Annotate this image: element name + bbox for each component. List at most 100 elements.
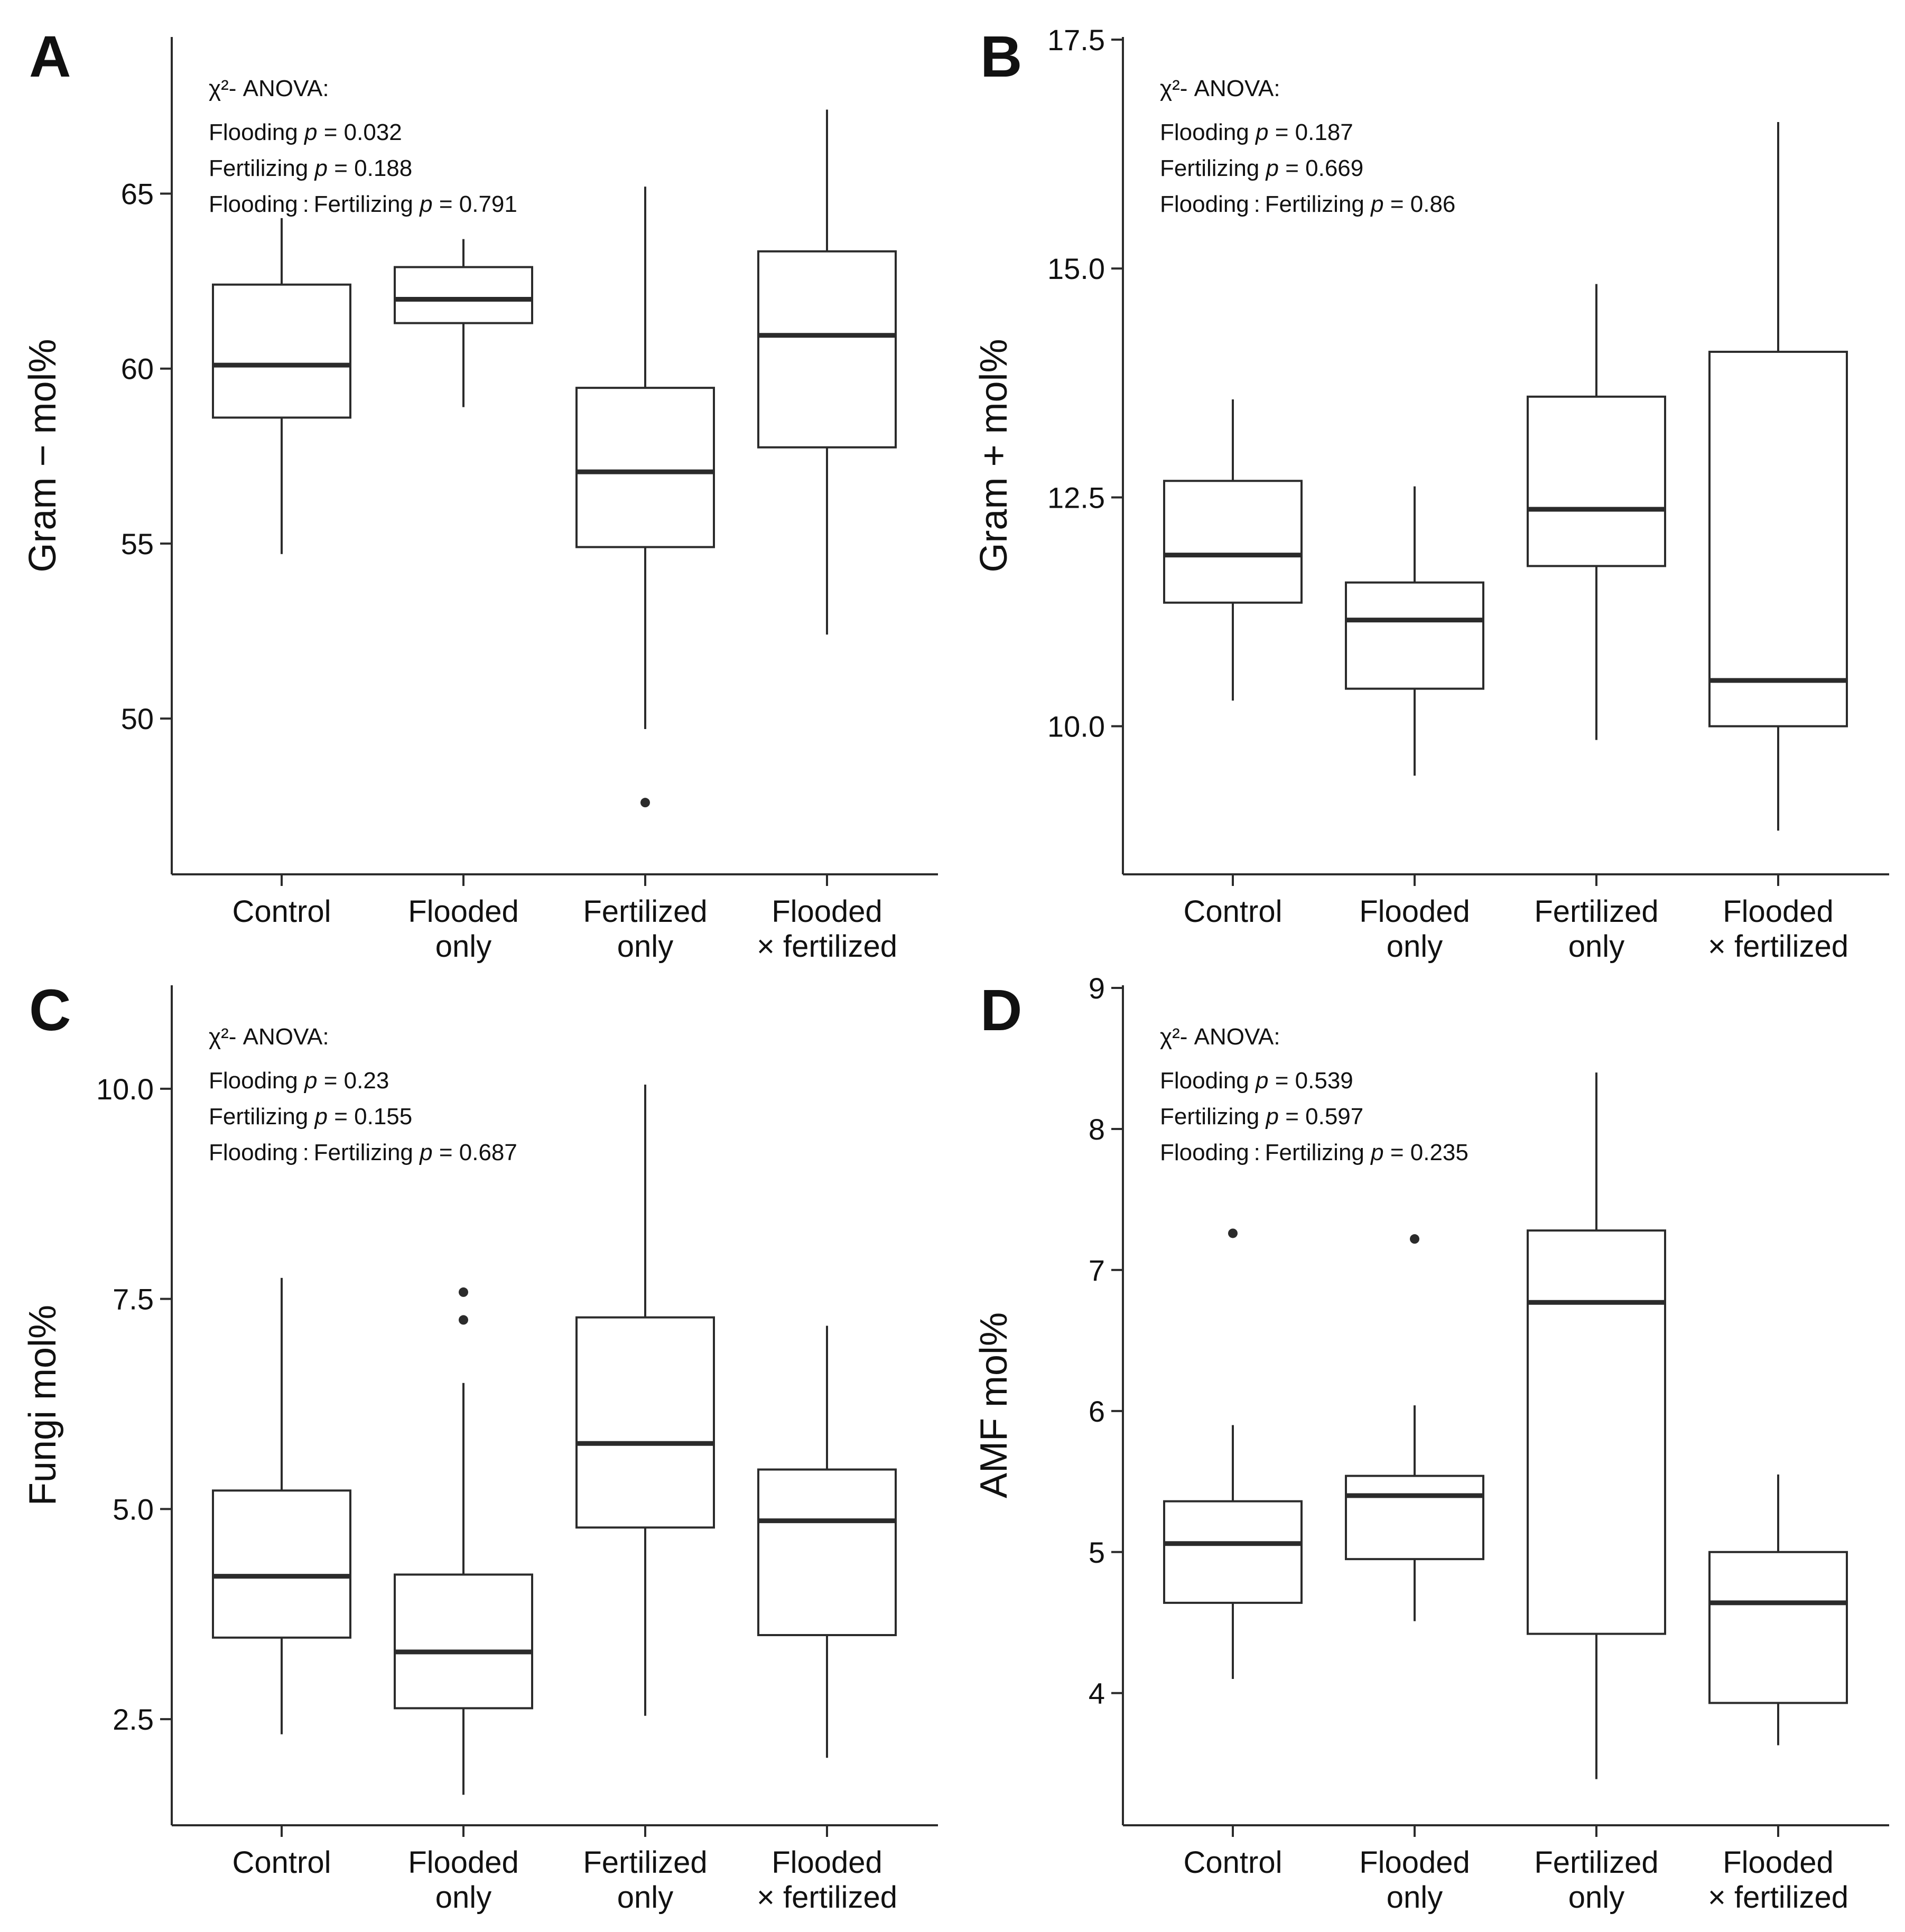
stats-p-symbol: p — [314, 1104, 328, 1130]
y-tick-label: 65 — [121, 177, 154, 210]
box-2 — [394, 1287, 533, 1795]
x-category-label-line: Fertilized — [583, 1845, 707, 1880]
stats-p-symbol: p — [1370, 191, 1383, 217]
stats-line: Flooding : Fertilizing p = 0.791 — [209, 191, 517, 217]
box-2 — [1345, 486, 1484, 776]
y-tick-label: 10.0 — [96, 1072, 154, 1106]
stats-line: Flooding p = 0.23 — [209, 1068, 389, 1094]
stats-eq: = — [318, 119, 344, 145]
box-3 — [575, 186, 715, 808]
stats-line: Fertilizing p = 0.155 — [209, 1104, 412, 1130]
y-tick-label: 6 — [1089, 1395, 1105, 1428]
stats-p-symbol: p — [303, 1068, 317, 1094]
stats-term: Flooding — [209, 119, 304, 145]
outlier-point — [1228, 1228, 1238, 1238]
x-category-label-line: Control — [233, 1845, 331, 1880]
box-3 — [575, 1084, 715, 1716]
panel-letter: C — [29, 978, 71, 1043]
stats-p-value: 0.669 — [1305, 155, 1363, 181]
y-tick-label: 15.0 — [1047, 252, 1105, 285]
panel-letter: B — [980, 24, 1022, 89]
box-4 — [757, 109, 897, 635]
stats-eq: = — [328, 1104, 354, 1130]
x-category-label: Flooded × fertilized — [1708, 894, 1848, 964]
stats-eq: = — [1269, 119, 1295, 145]
iqr-box — [1708, 350, 1848, 727]
box-4 — [1708, 122, 1848, 831]
stats-p-symbol: p — [419, 1140, 432, 1165]
x-category-label: Control — [1184, 894, 1283, 929]
box-3 — [1527, 1072, 1666, 1779]
y-tick-label: 5.0 — [113, 1492, 154, 1526]
stats-line: Fertilizing p = 0.669 — [1160, 155, 1363, 181]
y-tick-label: 4 — [1089, 1677, 1105, 1710]
stats-p-symbol: p — [1370, 1140, 1383, 1165]
x-category-label: Flooded × fertilized — [1708, 1845, 1848, 1915]
iqr-box — [1345, 581, 1484, 690]
x-category-label: Control — [233, 894, 331, 929]
stats-p-value: 0.791 — [459, 191, 517, 217]
iqr-box — [212, 283, 351, 419]
stats-p-value: 0.187 — [1295, 119, 1353, 145]
y-axis-label: AMF mol% — [973, 1312, 1015, 1498]
x-category-label: Fertilized only — [583, 1845, 707, 1915]
iqr-box — [212, 1489, 351, 1639]
stats-eq: = — [328, 155, 354, 181]
iqr-box — [1163, 1500, 1303, 1604]
box-4 — [757, 1326, 897, 1758]
x-category-label-line: only — [435, 929, 491, 964]
iqr-box — [1163, 480, 1303, 604]
stats-term: Flooding — [1160, 1068, 1256, 1094]
iqr-box — [757, 1468, 897, 1636]
x-category-label: Fertilized only — [1534, 1845, 1658, 1915]
stats-p-symbol: p — [303, 119, 317, 145]
y-tick-label: 50 — [121, 702, 154, 735]
x-category-label-line: Flooded — [1359, 894, 1470, 929]
stats-line: Flooding p = 0.032 — [209, 119, 402, 145]
x-category-label-line: Fertilized — [1534, 894, 1658, 929]
box-3 — [1527, 284, 1666, 740]
y-tick-label: 17.5 — [1047, 23, 1105, 57]
iqr-box — [575, 387, 715, 548]
stats-heading: χ²- ANOVA: — [209, 76, 329, 101]
x-category-label-line: only — [1568, 1880, 1624, 1915]
stats-p-value: 0.86 — [1410, 191, 1456, 217]
y-axis-label: Gram + mol% — [973, 339, 1015, 572]
stats-line: Flooding : Fertilizing p = 0.235 — [1160, 1140, 1469, 1165]
y-axis-label: Fungi mol% — [22, 1305, 64, 1506]
y-tick-label: 55 — [121, 527, 154, 561]
iqr-box — [1708, 1551, 1848, 1704]
stats-heading: χ²- ANOVA: — [1160, 1024, 1280, 1050]
stats-term: Flooding : Fertilizing — [1160, 1140, 1371, 1165]
x-category-label-line: Control — [1184, 1845, 1283, 1880]
stats-term: Fertilizing — [1160, 1104, 1266, 1130]
x-category-label: Fertilized only — [583, 894, 707, 964]
outlier-point — [1410, 1234, 1419, 1244]
stats-eq: = — [318, 1068, 344, 1094]
stats-line: Flooding : Fertilizing p = 0.86 — [1160, 191, 1455, 217]
panel-letter: A — [29, 24, 71, 89]
panel-letter: D — [980, 978, 1022, 1043]
panel-b: B 10.0 12.5 15.0 17.5 Gram + mol% Control Flood… — [973, 23, 1889, 964]
iqr-box — [394, 1573, 533, 1710]
x-category-label-line: Flooded — [1723, 894, 1834, 929]
y-tick-label: 9 — [1089, 972, 1105, 1005]
stats-term: Flooding : Fertilizing — [209, 1140, 420, 1165]
x-category-label: Flooded only — [408, 1845, 519, 1915]
iqr-box — [757, 250, 897, 449]
stats-p-value: 0.597 — [1305, 1104, 1363, 1130]
x-category-label: Flooded only — [1359, 1845, 1470, 1915]
stats-p-value: 0.687 — [459, 1140, 517, 1165]
x-category-label-line: Control — [233, 894, 331, 929]
box-4 — [1708, 1474, 1848, 1746]
stats-line: Fertilizing p = 0.597 — [1160, 1104, 1363, 1130]
y-tick-label: 12.5 — [1047, 481, 1105, 514]
stats-term: Flooding : Fertilizing — [1160, 191, 1371, 217]
stats-term: Fertilizing — [209, 1104, 315, 1130]
x-category-label: Fertilized only — [1534, 894, 1658, 964]
stats-p-value: 0.23 — [344, 1068, 389, 1094]
stats-eq: = — [433, 191, 459, 217]
